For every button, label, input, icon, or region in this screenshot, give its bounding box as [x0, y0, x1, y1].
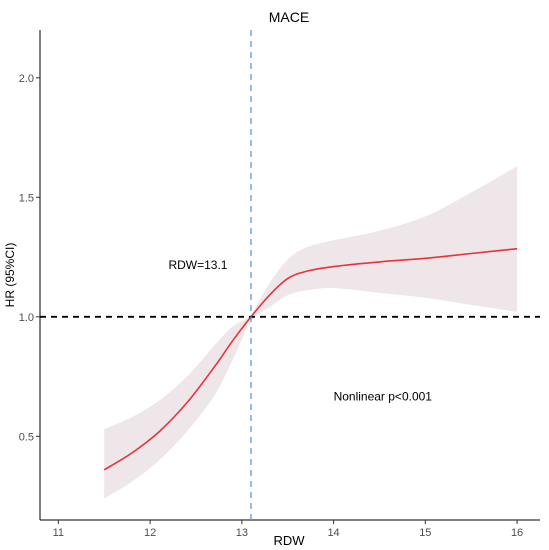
- x-ticks-layer: 11 12 13 14 15 16: [53, 520, 523, 539]
- x-tick-label: 16: [511, 527, 523, 539]
- chart-title: MACE: [269, 9, 309, 25]
- x-tick-label: 14: [327, 527, 339, 539]
- y-tick-label: 1.0: [19, 312, 34, 324]
- reference-lines-layer: [40, 30, 540, 520]
- chart-annotation: RDW=13.1: [168, 258, 227, 272]
- chart-annotation: Nonlinear p<0.001: [334, 389, 433, 403]
- curve-layer: [103, 247, 518, 471]
- annotations-layer: RDW=13.1 Nonlinear p<0.001: [168, 258, 432, 403]
- y-axis-label: HR (95%CI): [3, 243, 17, 308]
- y-tick-label: 1.5: [19, 192, 34, 204]
- x-tick-label: 13: [236, 527, 248, 539]
- x-tick-label: 15: [419, 527, 431, 539]
- y-tick-label: 2.0: [19, 73, 34, 85]
- confidence-band-layer: [104, 166, 518, 499]
- x-tick-label: 12: [144, 527, 156, 539]
- y-tick-label: 0.5: [19, 431, 34, 443]
- x-tick-label: 11: [53, 527, 64, 539]
- hr-curve-line: [103, 247, 518, 471]
- confidence-band: [104, 166, 518, 499]
- y-ticks-layer: 0.5 1.0 1.5 2.0: [19, 73, 40, 443]
- x-axis-label: RDW: [273, 533, 305, 548]
